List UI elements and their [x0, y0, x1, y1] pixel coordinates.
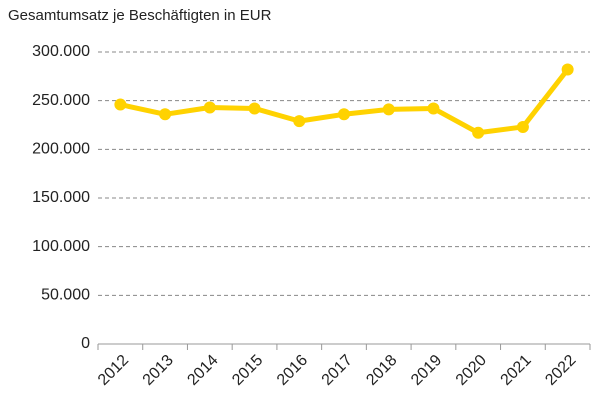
- chart-title: Gesamtumsatz je Beschäftigten in EUR: [8, 7, 272, 24]
- marker: [159, 108, 172, 121]
- y-tick-label: 250.000: [32, 92, 90, 109]
- y-tick-label: 0: [81, 335, 90, 352]
- x-tick-label: 2015: [229, 352, 266, 389]
- x-tick-label: 2022: [542, 352, 579, 389]
- x-tick-label: 2019: [408, 352, 445, 389]
- y-tick-label: 300.000: [32, 43, 90, 60]
- marker: [114, 98, 127, 111]
- marker: [516, 120, 529, 133]
- x-tick-label: 2021: [498, 352, 535, 389]
- x-tick-label: 2014: [184, 352, 221, 389]
- marker: [248, 102, 261, 115]
- x-tick-label: 2020: [453, 352, 490, 389]
- x-tick-label: 2012: [95, 352, 132, 389]
- y-tick-label: 100.000: [32, 238, 90, 255]
- marker: [561, 63, 574, 76]
- y-tick-label: 50.000: [41, 287, 90, 304]
- x-tick-label: 2018: [363, 352, 400, 389]
- y-tick-label: 150.000: [32, 189, 90, 206]
- x-tick-label: 2016: [274, 352, 311, 389]
- marker: [382, 103, 395, 116]
- y-tick-label: 200.000: [32, 141, 90, 158]
- marker: [203, 101, 216, 114]
- x-tick-label: 2017: [319, 352, 356, 389]
- marker: [338, 108, 350, 121]
- marker: [427, 102, 440, 115]
- x-tick-label: 2013: [140, 352, 177, 389]
- marker: [293, 115, 306, 128]
- marker: [472, 126, 485, 139]
